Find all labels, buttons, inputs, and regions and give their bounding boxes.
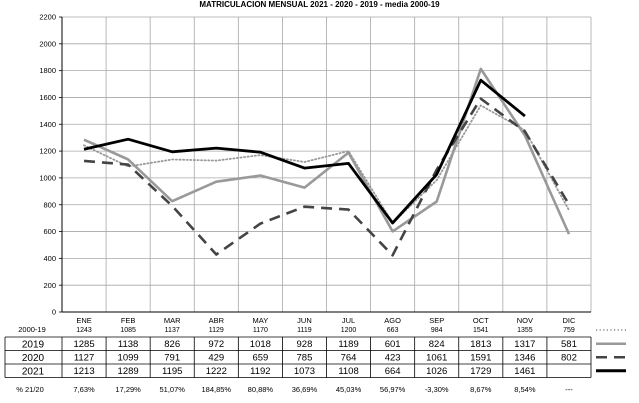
table-cell-2020: 1346	[514, 353, 535, 364]
table-cell-2020: 1127	[74, 353, 94, 364]
avg-value-label: 1200	[341, 327, 357, 334]
y-tick-label: 400	[43, 254, 56, 263]
series-label-2021: 2021	[22, 366, 45, 377]
pct-row-label: % 21/20	[16, 385, 44, 394]
table-cell-2019: 824	[429, 339, 445, 350]
table-cell-2020: 423	[385, 353, 401, 364]
table-cell-2020: 1099	[118, 353, 139, 364]
table-cell-2020: 1061	[426, 353, 447, 364]
y-tick-label: 1400	[39, 120, 56, 129]
y-tick-label: 2000	[39, 39, 56, 48]
series-label-2000-19: 2000-19	[18, 325, 46, 334]
chart-title: MATRICULACION MENSUAL 2021 - 2020 - 2019…	[199, 0, 440, 9]
y-tick-label: 1800	[39, 66, 56, 75]
table-cell-2021: 1026	[426, 366, 447, 377]
avg-value-label: 1355	[517, 327, 533, 334]
table-cell-2021: 664	[385, 366, 401, 377]
y-tick-label: 800	[43, 200, 56, 209]
table-cell-2020: 429	[208, 353, 224, 364]
table-cell-2020: 791	[164, 353, 180, 364]
month-label: FEB	[121, 316, 136, 325]
month-label: ENE	[76, 316, 91, 325]
pct-value: 51,07%	[159, 385, 185, 394]
y-tick-label: 200	[43, 281, 56, 290]
table-cell-2019: 1138	[118, 339, 138, 350]
series-line-2019	[83, 67, 571, 235]
table-cell-2020: 802	[561, 353, 577, 364]
pct-value: 8,54%	[514, 385, 536, 394]
table-cell-2020: 659	[252, 353, 268, 364]
month-label: ABR	[209, 316, 225, 325]
pct-value: 36,69%	[292, 385, 318, 394]
y-tick-label: 1200	[39, 147, 56, 156]
avg-value-label: 1119	[297, 327, 312, 334]
table-cell-2019: 1285	[73, 339, 94, 350]
series-label-2020: 2020	[22, 353, 45, 364]
month-label: SEP	[429, 316, 444, 325]
avg-value-label: 984	[431, 327, 443, 334]
y-tick-label: 2200	[39, 13, 56, 22]
pct-value: 45,03%	[336, 385, 362, 394]
table-cell-2019: 1189	[338, 339, 358, 350]
avg-value-label: 1085	[120, 327, 136, 334]
y-tick-label: 1600	[39, 93, 56, 102]
month-label: JUN	[297, 316, 312, 325]
table-cell-2020: 1591	[470, 353, 491, 364]
table-cell-2021: 1195	[162, 366, 182, 377]
table-cell-2021: 1222	[206, 366, 227, 377]
table-cell-2020: 785	[297, 353, 313, 364]
y-tick-label: 1000	[39, 174, 56, 183]
pct-value: -3,30%	[425, 385, 449, 394]
month-label: MAY	[253, 316, 269, 325]
pct-value: 7,63%	[73, 385, 95, 394]
table-cell-2019: 826	[164, 339, 180, 350]
table-cell-2019: 972	[208, 339, 224, 350]
month-label: JUL	[342, 316, 355, 325]
table-cell-2019: 601	[385, 339, 401, 350]
month-label: NOV	[517, 316, 533, 325]
table-cell-2021: 1192	[250, 366, 270, 377]
table-cell-2019: 581	[561, 339, 577, 350]
table-cell-2019: 1813	[470, 339, 491, 350]
table-cell-2021: 1289	[118, 366, 139, 377]
avg-value-label: 1243	[76, 327, 92, 334]
month-label: MAR	[164, 316, 181, 325]
month-label: OCT	[473, 316, 489, 325]
table-cell-2019: 1018	[250, 339, 271, 350]
avg-value-label: 1541	[473, 327, 489, 334]
month-label: AGO	[384, 316, 401, 325]
avg-value-label: 663	[387, 327, 399, 334]
y-tick-label: 0	[52, 308, 56, 317]
table-cell-2021: 1073	[294, 366, 315, 377]
series-line-2020	[83, 97, 571, 257]
avg-value-label: 1137	[165, 327, 180, 334]
table-cell-2019: 1317	[514, 339, 535, 350]
pct-value: 80,88%	[248, 385, 274, 394]
series-label-2019: 2019	[22, 339, 45, 350]
avg-value-label: 1129	[209, 327, 224, 334]
avg-value-label: 1170	[253, 327, 268, 334]
pct-value: 17,29%	[115, 385, 141, 394]
avg-value-label: 759	[563, 327, 575, 334]
table-cell-2021: 1108	[338, 366, 358, 377]
series-line-2000-19	[83, 104, 570, 225]
table-cell-2021: 1461	[514, 366, 535, 377]
month-label: DIC	[562, 316, 576, 325]
pct-value: 56,97%	[380, 385, 406, 394]
table-cell-2021: 1213	[73, 366, 94, 377]
table-cell-2020: 764	[341, 353, 357, 364]
table-cell-2021: 1729	[470, 366, 491, 377]
table-cell-2019: 928	[297, 339, 313, 350]
pct-value: 184,85%	[201, 385, 231, 394]
pct-value: 8,67%	[470, 385, 492, 394]
series-line-2021	[83, 78, 526, 225]
y-tick-label: 600	[43, 227, 56, 236]
pct-value: ---	[565, 385, 573, 394]
